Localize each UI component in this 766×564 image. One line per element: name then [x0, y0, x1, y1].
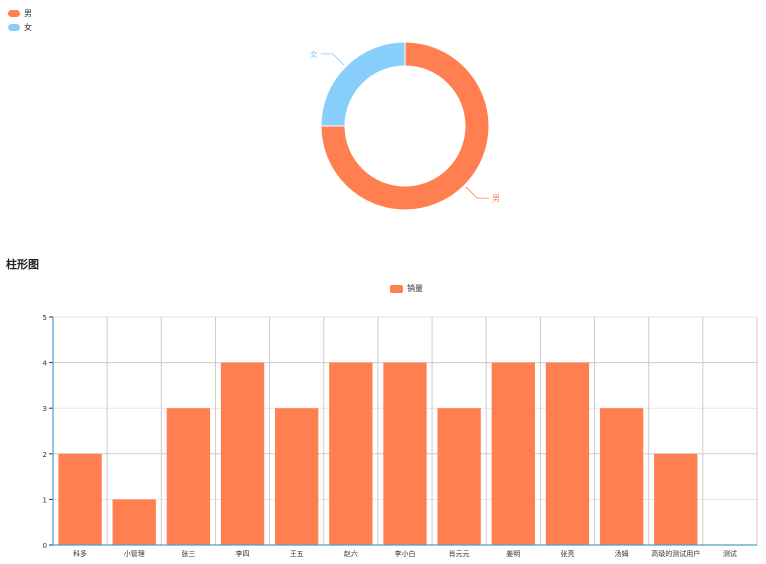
bar[interactable]	[166, 408, 211, 545]
x-tick-label: 王五	[290, 550, 304, 558]
bar-legend-label: 销量	[407, 284, 423, 293]
x-tick-label: 高级的测试用户	[651, 549, 700, 558]
donut-legend-swatch	[8, 23, 20, 31]
donut-legend-label: 男	[24, 8, 32, 18]
y-tick-label: 1	[43, 496, 47, 504]
x-tick-label: 测试	[723, 549, 737, 558]
donut-legend: 男女	[8, 6, 32, 34]
bar[interactable]	[491, 362, 535, 545]
x-tick-label: 姜明	[506, 549, 520, 558]
bar[interactable]	[545, 362, 590, 545]
donut-slice[interactable]	[320, 41, 490, 211]
donut-slice-label: 女	[310, 49, 318, 59]
x-tick-label: 张亮	[560, 549, 574, 558]
y-tick-label: 5	[43, 314, 47, 322]
donut-legend-item[interactable]: 男	[8, 6, 32, 20]
y-tick-label: 3	[43, 405, 47, 413]
y-tick-label: 4	[43, 360, 48, 368]
bar[interactable]	[599, 408, 644, 545]
donut-chart: 男女	[310, 41, 500, 211]
bar[interactable]	[220, 362, 265, 545]
bar[interactable]	[112, 499, 156, 545]
x-tick-label: 李小白	[395, 549, 416, 558]
donut-slice[interactable]	[320, 41, 406, 127]
x-tick-label: 汤姆	[615, 549, 629, 558]
bar-legend-item[interactable]: 销量	[390, 283, 423, 294]
bar[interactable]	[58, 453, 102, 545]
bar[interactable]	[437, 408, 481, 545]
x-tick-label: 赵六	[344, 549, 358, 558]
donut-legend-label: 女	[24, 22, 32, 32]
donut-label-line	[465, 186, 490, 199]
y-tick-label: 0	[43, 542, 47, 550]
donut-legend-item[interactable]: 女	[8, 20, 32, 34]
x-tick-label: 张三	[181, 549, 195, 558]
x-tick-label: 李四	[236, 549, 250, 558]
x-tick-label: 肖元元	[449, 549, 470, 558]
bar-chart-title: 柱形图	[6, 258, 39, 271]
donut-label-line	[320, 53, 345, 66]
bar[interactable]	[383, 362, 427, 545]
bar[interactable]	[654, 453, 698, 545]
donut-legend-swatch	[8, 9, 20, 17]
bar-legend-swatch	[390, 284, 403, 293]
bar[interactable]	[275, 408, 319, 545]
y-tick-label: 2	[43, 451, 47, 459]
x-tick-label: 科多	[73, 549, 87, 558]
bar[interactable]	[329, 362, 373, 545]
donut-slice-label: 男	[492, 194, 500, 203]
x-tick-label: 小管理	[124, 549, 145, 558]
